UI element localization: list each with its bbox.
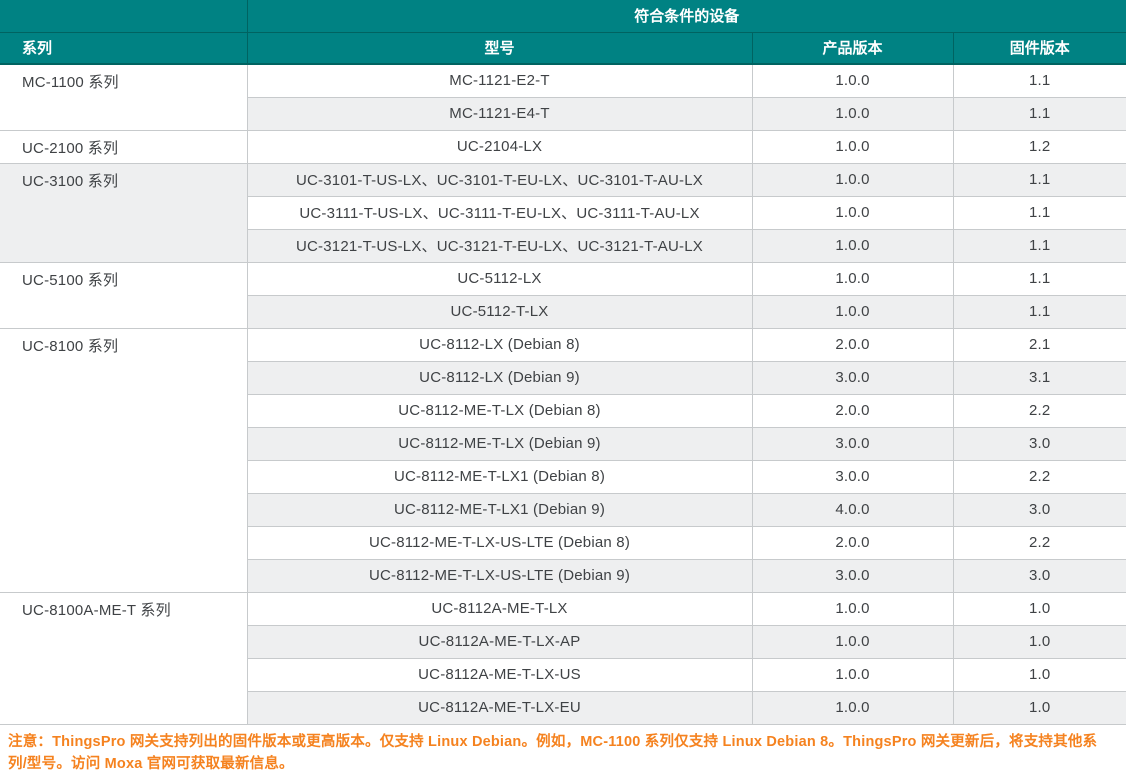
column-header-row: 系列 型号 产品版本 固件版本 — [0, 32, 1126, 65]
model-cell: UC-8112-ME-T-LX (Debian 9) — [246, 427, 752, 461]
table-row: UC-2100 系列 UC-2104-LX 1.0.0 1.2 — [0, 130, 1126, 164]
model-cell: MC-1121-E4-T — [246, 97, 752, 131]
table-row: UC-3121-T-US-LX、UC-3121-T-EU-LX、UC-3121-… — [0, 229, 1126, 263]
table-row: UC-8100 系列 UC-8112-LX (Debian 8) 2.0.0 2.1 — [0, 328, 1126, 593]
firmware-version-cell: 1.1 — [952, 262, 1126, 296]
product-version-cell: 3.0.0 — [751, 559, 953, 593]
firmware-version-cell: 3.1 — [952, 361, 1126, 395]
firmware-version-cell: 1.1 — [952, 295, 1126, 329]
product-version-cell: 3.0.0 — [751, 361, 953, 395]
firmware-version-cell: 3.0 — [952, 427, 1126, 461]
model-cell: UC-8112-ME-T-LX-US-LTE (Debian 8) — [246, 526, 752, 560]
product-version-cell: 3.0.0 — [751, 460, 953, 494]
model-cell: UC-8112-ME-T-LX-US-LTE (Debian 9) — [246, 559, 752, 593]
table-row: UC-8112-ME-T-LX-US-LTE (Debian 8) 2.0.0 2.… — [0, 526, 1126, 560]
model-cell: UC-8112A-ME-T-LX-AP — [246, 625, 752, 659]
product-version-cell: 2.0.0 — [751, 394, 953, 428]
table-row: UC-8112-ME-T-LX (Debian 8) 2.0.0 2.2 — [0, 394, 1126, 428]
model-cell: UC-5112-T-LX — [246, 295, 752, 329]
firmware-version-cell: 2.2 — [952, 394, 1126, 428]
model-cell: UC-2104-LX — [246, 130, 752, 164]
model-cell: UC-3121-T-US-LX、UC-3121-T-EU-LX、UC-3121-… — [246, 229, 752, 263]
model-cell: UC-8112-LX (Debian 9) — [246, 361, 752, 395]
table-row: UC-5100 系列 UC-5112-LX 1.0.0 1.1 — [0, 262, 1126, 329]
table-row: UC-3100 系列 UC-3101-T-US-LX、UC-3101-T-EU-L… — [0, 163, 1126, 263]
table-row: UC-8100A-ME-T 系列 UC-8112A-ME-T-LX 1.0.0 1.0 — [0, 592, 1126, 725]
table-row: UC-8112-ME-T-LX (Debian 9) 3.0.0 3.0 — [0, 427, 1126, 461]
firmware-version-cell: 1.0 — [952, 625, 1126, 659]
compatibility-table: 符合条件的设备 系列 型号 产品版本 固件版本 MC-1100 系列 MC-112… — [0, 0, 1126, 725]
model-cell: UC-8112-ME-T-LX (Debian 8) — [246, 394, 752, 428]
firmware-version-cell: 2.1 — [952, 328, 1126, 362]
firmware-version-cell: 3.0 — [952, 493, 1126, 527]
column-header-firmware-version: 固件版本 — [952, 32, 1126, 65]
series-cell: UC-8100 系列 — [0, 328, 247, 593]
firmware-version-cell: 1.0 — [952, 592, 1126, 626]
table-row: UC-8112A-ME-T-LX-EU 1.0.0 1.0 — [0, 691, 1126, 725]
product-version-cell: 2.0.0 — [751, 328, 953, 362]
column-header-series: 系列 — [0, 32, 247, 65]
column-header-product-version: 产品版本 — [751, 32, 953, 65]
product-version-cell: 1.0.0 — [751, 625, 953, 659]
series-cell: UC-3100 系列 — [0, 163, 247, 263]
table-row: MC-1100 系列 MC-1121-E2-T 1.0.0 1.1 — [0, 64, 1126, 131]
firmware-version-cell: 1.1 — [952, 64, 1126, 98]
merged-header-cell: 符合条件的设备 — [246, 0, 1126, 33]
table-row: UC-8112A-ME-T-LX-US 1.0.0 1.0 — [0, 658, 1126, 692]
product-version-cell: 1.0.0 — [751, 196, 953, 230]
table-row: UC-8112A-ME-T-LX-AP 1.0.0 1.0 — [0, 625, 1126, 659]
column-header-model: 型号 — [246, 32, 752, 65]
table-row: UC-8112-LX (Debian 9) 3.0.0 3.1 — [0, 361, 1126, 395]
product-version-cell: 1.0.0 — [751, 658, 953, 692]
product-version-cell: 1.0.0 — [751, 295, 953, 329]
product-version-cell: 1.0.0 — [751, 262, 953, 296]
product-version-cell: 1.0.0 — [751, 691, 953, 725]
model-cell: UC-3101-T-US-LX、UC-3101-T-EU-LX、UC-3101-… — [246, 163, 752, 197]
series-cell: UC-2100 系列 — [0, 130, 247, 164]
model-cell: UC-8112-ME-T-LX1 (Debian 9) — [246, 493, 752, 527]
firmware-version-cell: 1.1 — [952, 163, 1126, 197]
model-cell: UC-5112-LX — [246, 262, 752, 296]
model-cell: UC-3111-T-US-LX、UC-3111-T-EU-LX、UC-3111-… — [246, 196, 752, 230]
firmware-version-cell: 1.2 — [952, 130, 1126, 164]
table-body: MC-1100 系列 MC-1121-E2-T 1.0.0 1.1 MC-1121-E4… — [0, 64, 1126, 725]
table-row: UC-5112-T-LX 1.0.0 1.1 — [0, 295, 1126, 329]
product-version-cell: 4.0.0 — [751, 493, 953, 527]
model-cell: UC-8112A-ME-T-LX-US — [246, 658, 752, 692]
series-cell: UC-5100 系列 — [0, 262, 247, 329]
model-cell: UC-8112-LX (Debian 8) — [246, 328, 752, 362]
footnote: 注意：ThingsPro 网关支持列出的固件版本或更高版本。仅支持 Linux … — [0, 724, 1126, 781]
series-cell: UC-8100A-ME-T 系列 — [0, 592, 247, 725]
table-row: UC-8112-ME-T-LX-US-LTE (Debian 9) 3.0.0 3.… — [0, 559, 1126, 593]
product-version-cell: 3.0.0 — [751, 427, 953, 461]
series-cell: MC-1100 系列 — [0, 64, 247, 131]
firmware-version-cell: 3.0 — [952, 559, 1126, 593]
firmware-version-cell: 2.2 — [952, 526, 1126, 560]
firmware-version-cell: 1.1 — [952, 97, 1126, 131]
firmware-version-cell: 1.1 — [952, 229, 1126, 263]
table-row: UC-3111-T-US-LX、UC-3111-T-EU-LX、UC-3111-… — [0, 196, 1126, 230]
firmware-version-cell: 1.0 — [952, 658, 1126, 692]
model-cell: MC-1121-E2-T — [246, 64, 752, 98]
header-corner-cell — [0, 0, 247, 33]
product-version-cell: 1.0.0 — [751, 130, 953, 164]
table-row: UC-8112-ME-T-LX1 (Debian 9) 4.0.0 3.0 — [0, 493, 1126, 527]
model-cell: UC-8112A-ME-T-LX — [246, 592, 752, 626]
table-row: MC-1121-E4-T 1.0.0 1.1 — [0, 97, 1126, 131]
product-version-cell: 1.0.0 — [751, 163, 953, 197]
product-version-cell: 2.0.0 — [751, 526, 953, 560]
product-version-cell: 1.0.0 — [751, 229, 953, 263]
product-version-cell: 1.0.0 — [751, 97, 953, 131]
firmware-version-cell: 1.0 — [952, 691, 1126, 725]
firmware-version-cell: 1.1 — [952, 196, 1126, 230]
merged-header-row: 符合条件的设备 — [0, 0, 1126, 33]
model-cell: UC-8112A-ME-T-LX-EU — [246, 691, 752, 725]
product-version-cell: 1.0.0 — [751, 592, 953, 626]
table-row: UC-8112-ME-T-LX1 (Debian 8) 3.0.0 2.2 — [0, 460, 1126, 494]
firmware-version-cell: 2.2 — [952, 460, 1126, 494]
model-cell: UC-8112-ME-T-LX1 (Debian 8) — [246, 460, 752, 494]
product-version-cell: 1.0.0 — [751, 64, 953, 98]
table-header: 符合条件的设备 系列 型号 产品版本 固件版本 — [0, 0, 1126, 65]
